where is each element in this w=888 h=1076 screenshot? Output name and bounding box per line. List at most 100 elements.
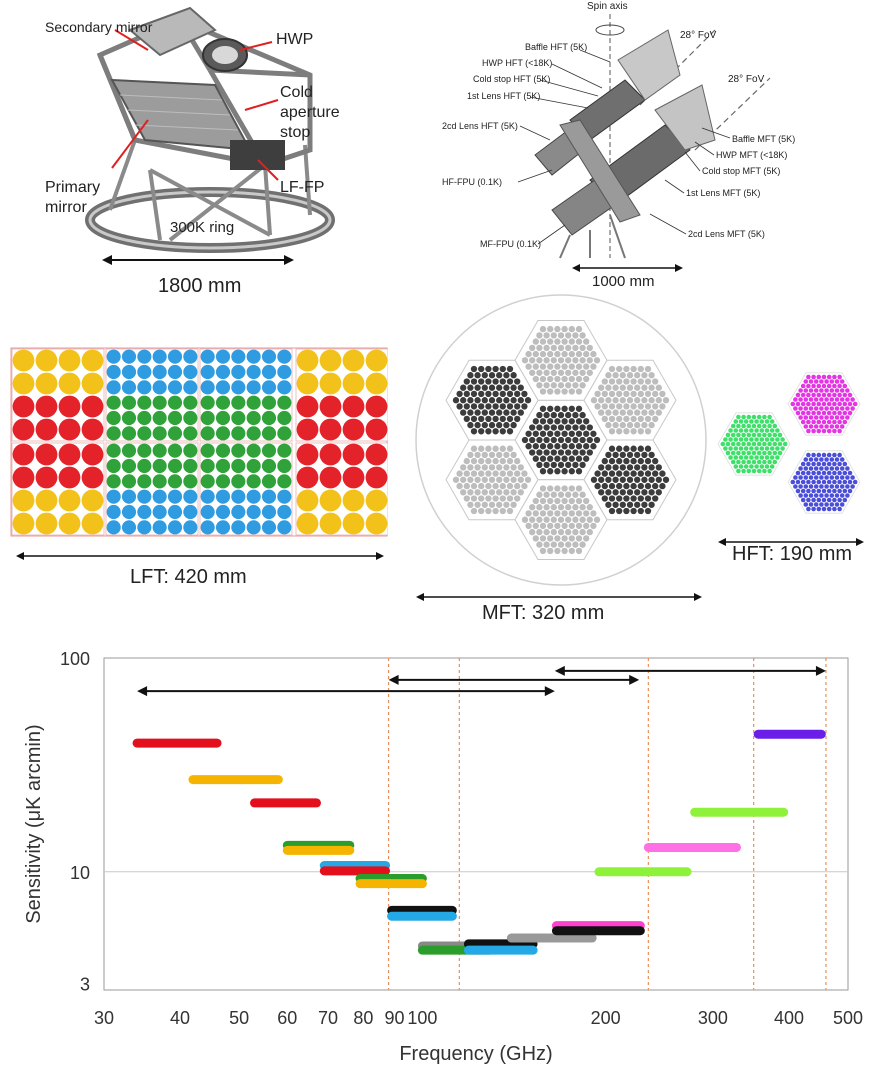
mft-pixel [485, 507, 492, 515]
mft-pixel [557, 344, 565, 352]
label-cold-aperture-stop-2: aperture [280, 104, 340, 121]
hft-pixel [842, 470, 848, 476]
lft-pixel [152, 504, 167, 520]
label-fov-mft: 28° FoV [728, 74, 765, 85]
mft-pixel [626, 476, 634, 483]
mft-pixel [565, 382, 572, 389]
lft-pixel [12, 349, 35, 372]
mft-pixel [561, 497, 568, 505]
hft-pixel [728, 455, 733, 460]
hft-pixel [749, 437, 754, 442]
mft-pixel [521, 436, 529, 444]
lft-pixel [121, 489, 137, 504]
mft-pixel [619, 451, 626, 459]
mft-pixel [572, 516, 579, 523]
mft-pixel [539, 325, 547, 333]
mft-pixel [568, 418, 575, 425]
mft-pixel [644, 445, 652, 452]
lft-pixel [167, 364, 183, 380]
hft-pixel [847, 410, 853, 416]
hft-pixel [837, 506, 842, 512]
hft-pixel [743, 446, 749, 451]
mft-pixel [630, 378, 637, 385]
lft-pixel [137, 520, 152, 535]
lft-pixel [121, 349, 137, 364]
mft-pixel [630, 415, 637, 423]
mft-pixel [554, 443, 561, 450]
lft-pixel [246, 395, 261, 410]
mft-pixel [470, 495, 478, 502]
hft-pixel [824, 493, 829, 498]
hft-pixel [842, 479, 848, 485]
hft-pixel [847, 488, 853, 494]
lft-pixel [231, 489, 246, 504]
mft-pixel [652, 470, 659, 477]
mft-pixel [572, 528, 579, 536]
mft-pixel [601, 470, 608, 477]
hft-pixel [806, 383, 811, 389]
mft-pixel [478, 445, 485, 452]
hft-pixel [816, 419, 822, 425]
mft-pixel [590, 397, 598, 404]
hft-pixel [806, 392, 811, 398]
mft-pixel [565, 449, 572, 456]
mft-pixel [623, 445, 630, 452]
mft-pixel [524, 476, 532, 483]
mft-pixel [619, 372, 626, 379]
mft-pixel [470, 365, 478, 373]
lft-pixel [81, 466, 104, 489]
mft-pixel [557, 332, 565, 339]
mft-pixel [579, 424, 586, 431]
mft-pixel [572, 461, 579, 469]
hft-pixel [736, 432, 741, 438]
hft-pixel [790, 401, 796, 407]
hft-pixel [749, 419, 754, 424]
hft-pixel [811, 470, 816, 476]
lft-pixel [121, 520, 137, 535]
lft-pixel [277, 364, 292, 380]
lft-pixel [35, 418, 58, 441]
mft-pixel [521, 516, 529, 523]
hft-pixel [821, 428, 827, 434]
lft-pixel [342, 418, 365, 441]
lft-pixel [106, 364, 121, 380]
lft-focal-plane-box [230, 140, 285, 170]
lft-pixel [215, 349, 231, 364]
mft-pixel [605, 451, 612, 459]
mft-pixel [568, 535, 575, 542]
mft-pixel [637, 403, 644, 410]
lft-pixel [246, 458, 261, 474]
mft-pixel [536, 424, 543, 431]
mft-pixel [561, 338, 568, 345]
hft-pixel [800, 410, 806, 416]
mft-pixel [612, 501, 619, 508]
mft-pixel [641, 397, 648, 404]
hft-focal-plane [717, 372, 861, 514]
hft-module-3 [787, 450, 861, 514]
hft-pixel [813, 457, 819, 462]
mft-pixel [550, 369, 557, 376]
mft-pixel [517, 397, 524, 404]
mft-pixel [543, 382, 550, 389]
lft-pixel [121, 474, 137, 489]
lft-pixel [231, 410, 246, 426]
label-hwp: HWP [276, 31, 313, 48]
lft-module-7 [105, 442, 199, 536]
hft-pixel [826, 461, 832, 467]
mft-pixel [470, 445, 478, 452]
hft-pixel [811, 479, 816, 485]
lft-pixel [167, 443, 183, 458]
hft-pixel [816, 506, 822, 512]
lft-pixel [342, 443, 365, 466]
lft-pixel [319, 418, 342, 441]
mft-pixel [547, 388, 554, 395]
mft-pixel [474, 489, 481, 496]
mft-pixel [521, 390, 528, 398]
hft-pixel [803, 484, 809, 489]
mft-pixel [586, 528, 593, 536]
mft-pixel [634, 464, 641, 471]
hft-pixel [777, 441, 783, 447]
mft-pixel [623, 390, 630, 398]
hft-pixel [759, 419, 765, 424]
mft-pixel [481, 464, 488, 471]
